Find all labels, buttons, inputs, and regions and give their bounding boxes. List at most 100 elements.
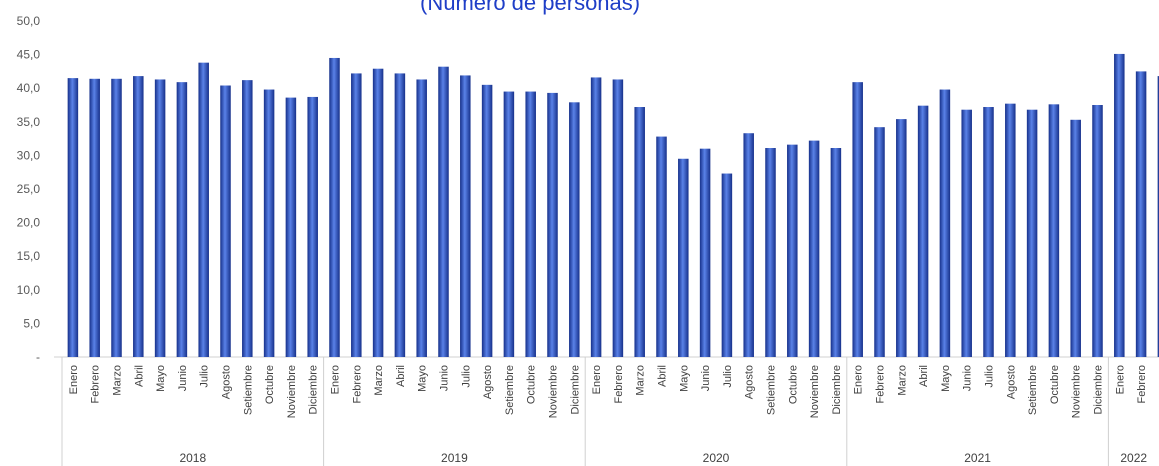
- bar: [285, 97, 297, 357]
- x-tick-label: Setiembre: [242, 365, 254, 415]
- x-tick-label: Enero: [68, 365, 80, 394]
- x-tick-label: Noviembre: [809, 365, 821, 418]
- bar: [808, 140, 820, 357]
- bar: [634, 107, 645, 358]
- bar: [307, 96, 318, 357]
- bar: [830, 148, 842, 357]
- y-tick-label: 30,0: [17, 148, 41, 162]
- bar: [372, 68, 384, 357]
- x-tick-label: Febrero: [613, 365, 625, 404]
- x-tick-label: Noviembre: [286, 365, 298, 418]
- bar: [1005, 103, 1016, 357]
- bar: [1092, 105, 1103, 357]
- x-tick-label: Setiembre: [504, 365, 516, 415]
- y-tick-label: 45,0: [17, 48, 41, 62]
- bar: [874, 127, 885, 358]
- x-tick-label: Febrero: [90, 365, 102, 404]
- x-tick-label: Octubre: [787, 365, 799, 404]
- bar: [89, 78, 100, 358]
- year-label: 2021: [964, 451, 991, 465]
- bar: [1070, 119, 1081, 357]
- x-tick-label: Octubre: [526, 365, 538, 404]
- x-tick-label: Julio: [984, 365, 996, 388]
- bar: [896, 119, 907, 357]
- bar: [1157, 76, 1159, 357]
- x-tick-label: Noviembre: [1071, 365, 1083, 418]
- bar: [154, 79, 166, 358]
- x-tick-label: Marzo: [896, 365, 908, 396]
- x-tick-label: Setiembre: [1027, 365, 1039, 415]
- x-tick-label: Enero: [591, 365, 603, 394]
- y-tick-label: 40,0: [17, 81, 41, 95]
- bar: [438, 66, 449, 358]
- bar: [1026, 109, 1038, 357]
- x-tick-label: Diciembre: [308, 365, 320, 415]
- x-tick-label: Mayo: [155, 365, 167, 392]
- x-tick-label: Agosto: [1005, 365, 1017, 399]
- x-tick-label: Abril: [657, 365, 669, 387]
- bar: [416, 79, 427, 358]
- x-tick-label: Mayo: [678, 365, 690, 392]
- x-tick-label: Febrero: [1136, 365, 1148, 404]
- bar: [525, 91, 536, 357]
- x-tick-label: Enero: [1114, 365, 1126, 394]
- x-tick-label: Diciembre: [569, 365, 581, 415]
- bar: [917, 105, 929, 357]
- bar: [481, 84, 493, 357]
- bar: [612, 79, 624, 358]
- y-tick-label: 35,0: [17, 115, 41, 129]
- x-tick-label: Abril: [918, 365, 930, 387]
- x-tick-label: Abril: [133, 365, 145, 387]
- chart-subtitle: (Número de personas): [420, 0, 641, 15]
- x-tick-label: Junio: [962, 365, 974, 391]
- x-tick-label: Setiembre: [766, 365, 778, 415]
- bar: [743, 133, 754, 357]
- bar: [351, 73, 362, 357]
- bar: [1135, 71, 1147, 358]
- bar: [765, 148, 776, 357]
- x-tick-label: Octubre: [264, 365, 276, 404]
- bar: [699, 148, 711, 357]
- x-tick-label: Marzo: [1158, 365, 1159, 396]
- bar: [111, 78, 122, 358]
- bar: [590, 77, 602, 357]
- x-tick-label: Febrero: [875, 365, 887, 404]
- x-tick-label: Diciembre: [1093, 365, 1105, 415]
- bar: [1114, 53, 1125, 357]
- x-tick-label: Junio: [700, 365, 712, 391]
- bar: [678, 158, 689, 357]
- x-tick-label: Julio: [722, 365, 734, 388]
- bar: [329, 57, 340, 358]
- x-tick-label: Enero: [853, 365, 865, 394]
- bar: [961, 109, 972, 357]
- bar: [503, 91, 515, 357]
- bar: [547, 92, 558, 358]
- year-label: 2022: [1120, 451, 1147, 465]
- y-tick-label: 10,0: [17, 283, 41, 297]
- y-tick-label: 5,0: [23, 316, 40, 330]
- y-tick-label: 15,0: [17, 249, 41, 263]
- bar: [198, 62, 209, 357]
- bar: [983, 107, 994, 358]
- x-tick-label: Junio: [177, 365, 189, 391]
- bar: [263, 89, 275, 357]
- year-label: 2020: [703, 451, 730, 465]
- x-tick-label: Julio: [460, 365, 472, 388]
- bar: [1048, 104, 1060, 357]
- x-tick-label: Mayo: [417, 365, 429, 392]
- bar: [133, 76, 144, 357]
- bar: [656, 136, 667, 357]
- x-tick-label: Febrero: [351, 365, 363, 404]
- x-tick-label: Agosto: [221, 365, 233, 399]
- x-tick-label: Marzo: [373, 365, 385, 396]
- x-tick-label: Diciembre: [831, 365, 843, 415]
- x-tick-label: Octubre: [1049, 365, 1061, 404]
- year-label: 2019: [441, 451, 468, 465]
- bar: [242, 80, 253, 358]
- x-tick-label: Agosto: [744, 365, 756, 399]
- x-tick-label: Marzo: [112, 365, 124, 396]
- bar: [569, 102, 580, 357]
- bar: [787, 144, 798, 357]
- x-tick-label: Abril: [395, 365, 407, 387]
